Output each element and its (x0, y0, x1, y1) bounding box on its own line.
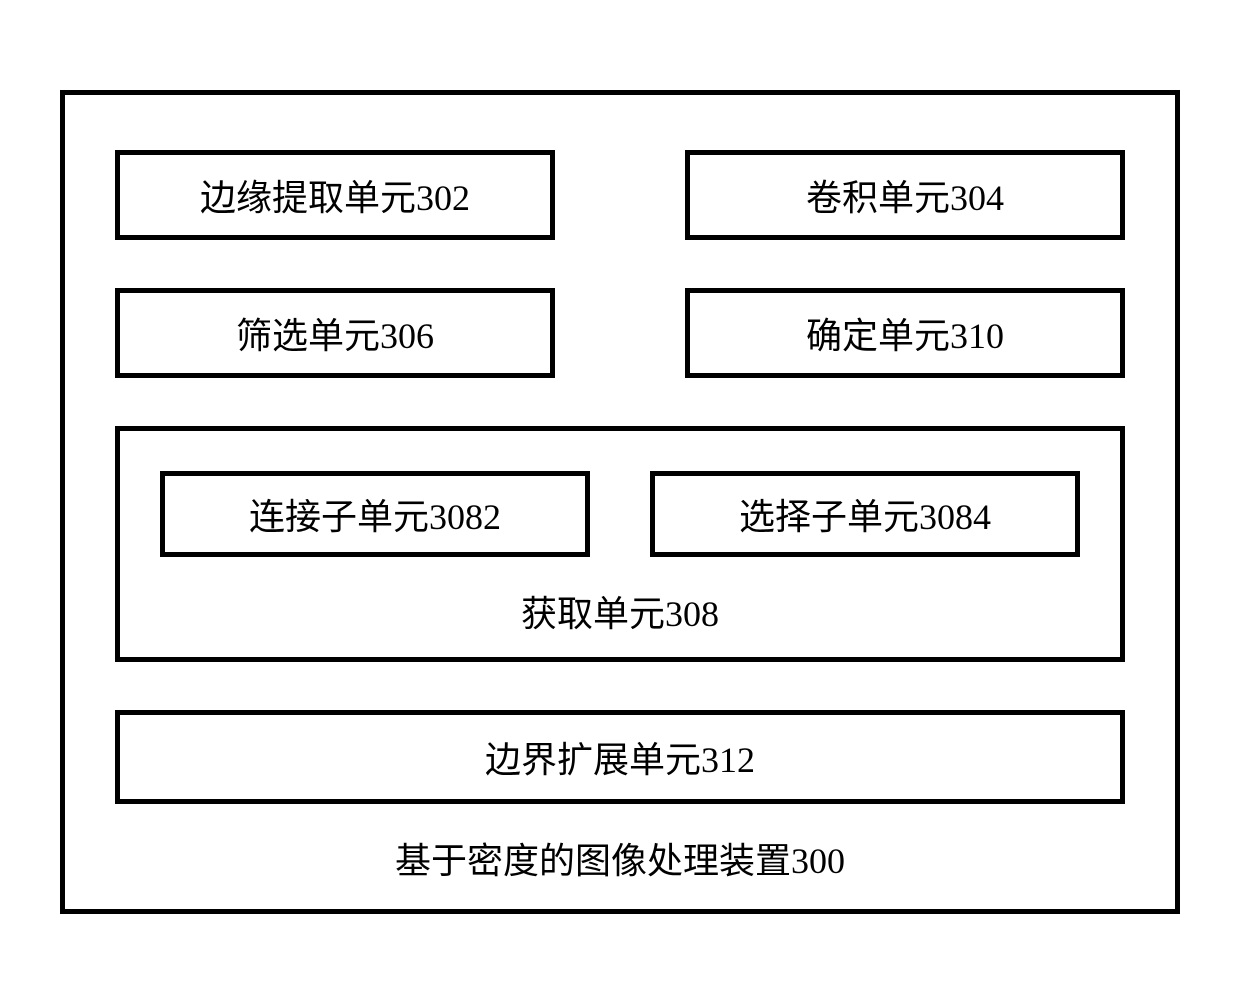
device-container: 边缘提取单元302 卷积单元304 筛选单元306 确定单元310 连接子单元3… (60, 90, 1180, 914)
selection-subunit: 选择子单元3084 (650, 471, 1080, 557)
device-label: 基于密度的图像处理装置300 (115, 832, 1125, 884)
acquisition-unit-label: 获取单元308 (160, 585, 1080, 637)
convolution-unit: 卷积单元304 (685, 150, 1125, 240)
edge-extraction-unit: 边缘提取单元302 (115, 150, 555, 240)
boundary-extension-unit: 边界扩展单元312 (115, 710, 1125, 804)
determine-unit: 确定单元310 (685, 288, 1125, 378)
sub-row: 连接子单元3082 选择子单元3084 (160, 471, 1080, 557)
connection-subunit: 连接子单元3082 (160, 471, 590, 557)
row-1: 边缘提取单元302 卷积单元304 (115, 150, 1125, 240)
filter-unit: 筛选单元306 (115, 288, 555, 378)
acquisition-unit-container: 连接子单元3082 选择子单元3084 获取单元308 (115, 426, 1125, 662)
row-2: 筛选单元306 确定单元310 (115, 288, 1125, 378)
